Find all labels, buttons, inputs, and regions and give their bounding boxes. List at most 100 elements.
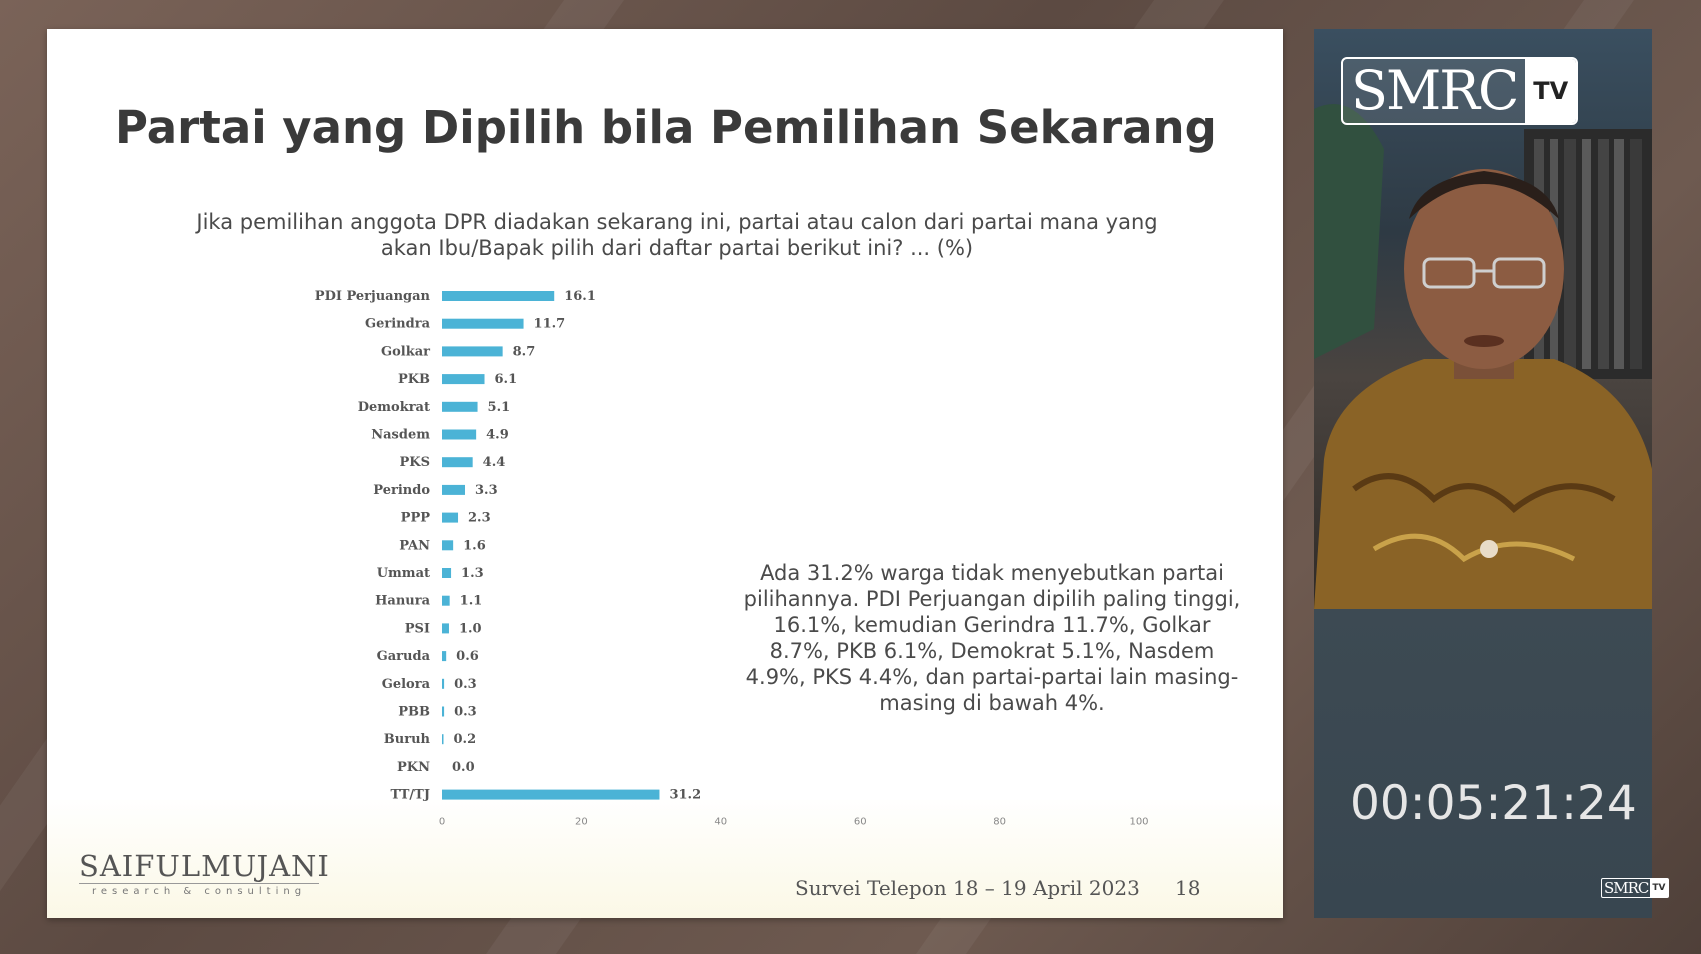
survey-source: Survei Telepon 18 – 19 April 2023 xyxy=(795,876,1140,900)
bar-category-label: Gelora xyxy=(382,677,431,692)
book xyxy=(1582,139,1591,369)
bar xyxy=(442,789,660,800)
bar-value-label: 0.0 xyxy=(452,760,475,775)
bar-value-label: 1.3 xyxy=(461,566,484,581)
presentation-slide: Partai yang Dipilih bila Pemilihan Sekar… xyxy=(47,29,1283,918)
bar xyxy=(442,568,452,578)
bar xyxy=(442,429,477,440)
bar xyxy=(442,623,449,634)
smrc-tv-watermark: SMRC TV xyxy=(1601,878,1669,898)
bar-value-label: 16.1 xyxy=(564,289,596,304)
bar-category-label: Golkar xyxy=(381,344,430,359)
presenter-hair xyxy=(1409,171,1559,219)
tv-badge: TV xyxy=(1525,59,1577,123)
bar xyxy=(442,318,524,329)
presenter-illustration xyxy=(1314,104,1652,609)
bar-value-label: 0.3 xyxy=(454,677,477,692)
shirt-pattern xyxy=(1372,533,1576,563)
bar-category-label: PPP xyxy=(401,511,431,526)
logo-wordmark: SAIFULMUJANI xyxy=(79,849,330,884)
bar-value-label: 0.6 xyxy=(456,649,479,664)
saifulmujani-logo: SAIFULMUJANI research & consulting xyxy=(79,849,330,897)
slide-title: Partai yang Dipilih bila Pemilihan Sekar… xyxy=(115,101,1217,154)
bar-value-label: 2.3 xyxy=(468,511,491,526)
book xyxy=(1564,139,1576,369)
bar xyxy=(442,291,555,301)
plant-leaves xyxy=(1314,104,1384,359)
x-tick-label: 60 xyxy=(854,816,867,827)
x-tick-label: 100 xyxy=(1129,816,1148,827)
smrc-tv-logo: SMRC TV xyxy=(1341,57,1579,125)
bar-category-label: PKS xyxy=(400,455,430,470)
bar-category-label: PKN xyxy=(397,760,430,775)
bar-category-label: PAN xyxy=(399,538,430,553)
bar-category-label: PBB xyxy=(398,705,430,720)
survey-question: Jika pemilihan anggota DPR diadakan seka… xyxy=(127,209,1227,261)
bar-value-label: 1.0 xyxy=(459,621,482,636)
bar-value-label: 4.4 xyxy=(483,455,506,470)
x-tick-label: 80 xyxy=(993,816,1006,827)
bar xyxy=(442,540,454,551)
bar xyxy=(442,651,447,662)
bar-value-label: 1.6 xyxy=(463,538,486,553)
bar xyxy=(442,734,444,745)
bar xyxy=(442,706,445,717)
bar xyxy=(442,457,473,468)
bar xyxy=(442,346,503,357)
bar-value-label: 0.3 xyxy=(454,705,477,720)
presenter-video-lower-area xyxy=(1314,609,1652,918)
timecode-display: 00:05:21:24 xyxy=(1350,776,1637,831)
bar-category-label: Nasdem xyxy=(371,428,430,443)
bar-value-label: 8.7 xyxy=(513,344,536,359)
bar-category-label: Buruh xyxy=(384,732,431,747)
bar-category-label: PSI xyxy=(405,621,430,636)
bar-category-label: Hanura xyxy=(375,594,430,609)
bar xyxy=(442,678,445,689)
bar-category-label: Ummat xyxy=(377,566,430,581)
watermark-text: SMRC xyxy=(1604,879,1649,897)
bar-category-label: Demokrat xyxy=(358,400,430,415)
book xyxy=(1630,139,1642,369)
bar-value-label: 31.2 xyxy=(669,788,701,803)
presenter-video-scene xyxy=(1314,29,1652,609)
bar xyxy=(442,484,466,495)
survey-question-line: akan Ibu/Bapak pilih dari daftar partai … xyxy=(380,236,974,260)
bar xyxy=(442,512,459,523)
bar-category-label: Gerindra xyxy=(365,317,431,332)
glasses-left-lens xyxy=(1422,257,1476,289)
presenter-shirt xyxy=(1314,359,1652,609)
bar-category-label: PDI Perjuangan xyxy=(315,289,431,304)
bar-value-label: 1.1 xyxy=(460,594,483,609)
bar-value-label: 11.7 xyxy=(534,317,566,332)
bar-value-label: 3.3 xyxy=(475,483,498,498)
presenter-head xyxy=(1404,169,1564,369)
book xyxy=(1598,139,1609,369)
glasses-right-lens xyxy=(1492,257,1546,289)
logo-tagline: research & consulting xyxy=(91,886,307,897)
bar-category-label: TT/TJ xyxy=(391,788,430,803)
bar-category-label: Garuda xyxy=(377,649,431,664)
bar-value-label: 5.1 xyxy=(488,400,511,415)
x-tick-label: 40 xyxy=(714,816,727,827)
party-bar-chart: PDI Perjuangan 16.1 Gerindra 11.7 Golkar 8.7 P… xyxy=(315,289,1149,827)
lapel-mic xyxy=(1480,540,1498,558)
bar-category-label: Perindo xyxy=(373,483,430,498)
summary-text: Ada 31.2% warga tidak menyebutkan partai… xyxy=(743,561,1241,715)
bar-value-label: 6.1 xyxy=(495,372,518,387)
presenter-mouth xyxy=(1464,335,1504,347)
smrc-logo-text: SMRC xyxy=(1351,59,1519,122)
x-tick-label: 20 xyxy=(575,816,588,827)
page-number: 18 xyxy=(1175,876,1201,900)
watermark-tv-badge: TV xyxy=(1650,879,1668,897)
shirt-pattern xyxy=(1352,473,1616,514)
bar xyxy=(442,595,450,606)
book xyxy=(1614,139,1624,369)
bar-value-label: 0.2 xyxy=(454,732,477,747)
bar xyxy=(442,401,478,412)
bar-category-label: PKB xyxy=(398,372,430,387)
bar-value-label: 4.9 xyxy=(486,428,509,443)
x-tick-label: 0 xyxy=(439,816,445,827)
bar xyxy=(442,374,485,385)
survey-question-line: Jika pemilihan anggota DPR diadakan seka… xyxy=(196,210,1158,234)
presenter-video xyxy=(1314,29,1652,918)
